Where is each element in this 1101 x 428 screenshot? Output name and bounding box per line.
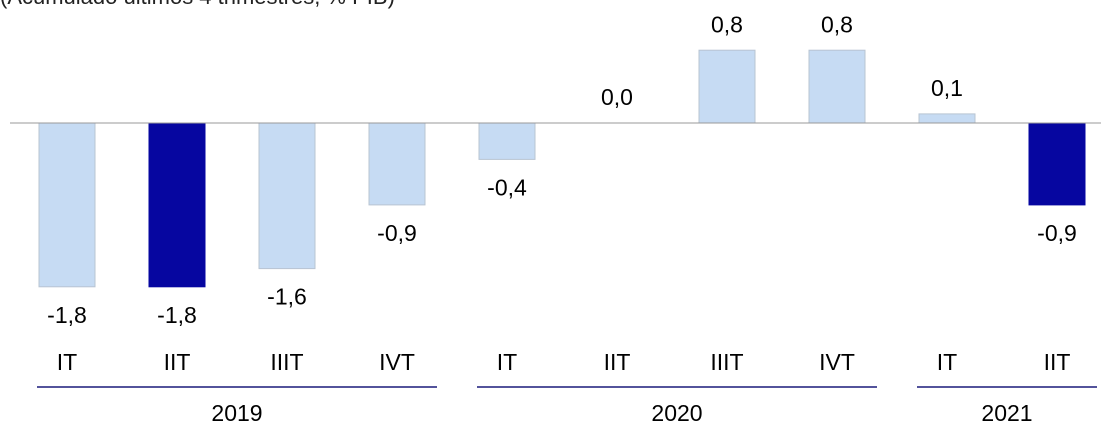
bar bbox=[148, 122, 206, 288]
value-label: 0,8 bbox=[821, 11, 853, 37]
x-tick-label: IIIT bbox=[710, 349, 743, 375]
x-tick-label: IIT bbox=[164, 349, 191, 375]
x-tick-label: IT bbox=[497, 349, 517, 375]
bar bbox=[1028, 122, 1086, 206]
value-label: -0,4 bbox=[487, 174, 527, 200]
x-tick-label: IIT bbox=[1044, 349, 1071, 375]
value-label: -0,9 bbox=[377, 220, 417, 246]
value-label: 0,0 bbox=[601, 84, 633, 110]
value-label: -1,8 bbox=[157, 302, 197, 328]
value-label: -1,8 bbox=[47, 302, 87, 328]
bar bbox=[698, 49, 756, 124]
bar bbox=[38, 122, 96, 288]
bar bbox=[368, 122, 426, 206]
value-label: -0,9 bbox=[1037, 220, 1077, 246]
x-tick-label: IT bbox=[57, 349, 77, 375]
value-label: 0,8 bbox=[711, 11, 743, 37]
bar bbox=[918, 113, 976, 124]
bar bbox=[478, 122, 536, 160]
value-label: 0,1 bbox=[931, 75, 963, 101]
group-label: 2020 bbox=[651, 400, 702, 426]
x-tick-label: IVT bbox=[819, 349, 855, 375]
bar bbox=[808, 49, 866, 124]
x-tick-label: IIIT bbox=[270, 349, 303, 375]
group-label: 2019 bbox=[211, 400, 262, 426]
chart-subtitle: (Acumulado últimos 4 trimestres, % PIB) bbox=[0, 0, 395, 9]
group-label: 2021 bbox=[981, 400, 1032, 426]
bar bbox=[258, 122, 316, 270]
x-tick-label: IT bbox=[937, 349, 957, 375]
value-label: -1,6 bbox=[267, 284, 307, 310]
x-tick-label: IVT bbox=[379, 349, 415, 375]
x-tick-label: IIT bbox=[604, 349, 631, 375]
